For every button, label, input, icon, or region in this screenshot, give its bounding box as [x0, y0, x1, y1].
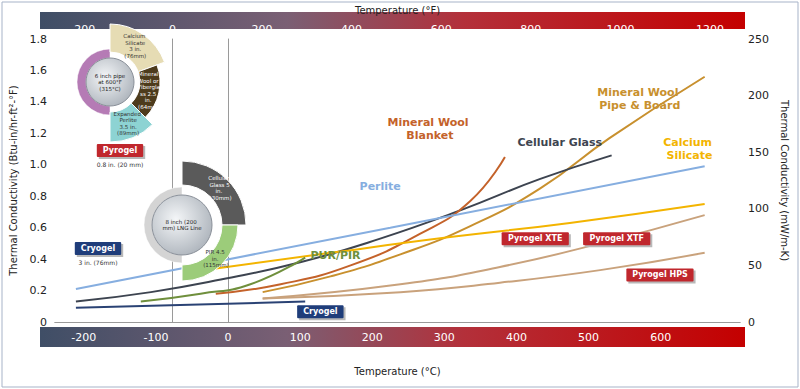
svg-text:PUR/PIR: PUR/PIR	[310, 249, 361, 262]
svg-text:Thermal Conductivity (Btu-in/h: Thermal Conductivity (Btu-in/hr-ft²-°F)	[8, 85, 19, 277]
svg-text:Temperature (°F): Temperature (°F)	[354, 5, 440, 16]
svg-text:Thermal Conductivity (mW/m-K): Thermal Conductivity (mW/m-K)	[779, 99, 790, 261]
svg-text:100: 100	[290, 331, 311, 344]
svg-text:600: 600	[431, 23, 452, 36]
svg-text:Mineral Wool: Mineral Wool	[387, 116, 472, 129]
svg-text:0: 0	[225, 331, 232, 344]
svg-text:Pipe & Board: Pipe & Board	[599, 99, 680, 112]
svg-text:500: 500	[578, 331, 599, 344]
svg-text:200: 200	[362, 331, 383, 344]
svg-text:-200: -200	[71, 331, 96, 344]
svg-text:in.: in.	[214, 188, 224, 194]
svg-text:250: 250	[748, 33, 769, 46]
svg-text:400: 400	[506, 331, 527, 344]
svg-text:0.6: 0.6	[30, 221, 48, 234]
svg-text:0: 0	[169, 23, 176, 36]
svg-text:0.2: 0.2	[30, 284, 48, 297]
svg-text:Pyrogel: Pyrogel	[103, 146, 138, 155]
svg-text:3 in.: 3 in.	[127, 46, 143, 52]
svg-text:Glass 5: Glass 5	[208, 182, 230, 188]
svg-text:Mineral Wool: Mineral Wool	[597, 86, 682, 99]
svg-text:300: 300	[434, 331, 455, 344]
svg-text:1.6: 1.6	[30, 64, 48, 77]
svg-text:1.4: 1.4	[30, 95, 48, 108]
svg-text:Silicate: Silicate	[667, 149, 713, 162]
svg-text:Temperature (°C): Temperature (°C)	[353, 366, 440, 377]
svg-text:Cryogel: Cryogel	[81, 244, 116, 253]
svg-text:Expanded: Expanded	[113, 110, 141, 117]
svg-text:Cellular Glass: Cellular Glass	[517, 136, 602, 149]
svg-text:ss 2.5: ss 2.5	[140, 91, 158, 97]
svg-text:-200: -200	[70, 23, 95, 36]
svg-text:3.5 in.: 3.5 in.	[118, 124, 137, 130]
svg-text:at 600°F: at 600°F	[96, 79, 123, 85]
svg-text:Cellular: Cellular	[208, 175, 230, 181]
svg-text:in.: in.	[145, 97, 154, 103]
svg-text:(130mm): (130mm)	[206, 195, 232, 201]
svg-text:Mineral: Mineral	[138, 71, 160, 77]
svg-text:6 inch pipe: 6 inch pipe	[94, 72, 126, 79]
svg-text:400: 400	[341, 23, 362, 36]
svg-text:800: 800	[520, 23, 541, 36]
svg-text:0: 0	[748, 316, 755, 329]
svg-text:Perlite: Perlite	[118, 117, 138, 123]
svg-text:(76mm): (76mm)	[124, 53, 146, 59]
svg-text:(315°C): (315°C)	[99, 86, 120, 92]
svg-text:1.8: 1.8	[30, 33, 48, 46]
svg-text:600: 600	[650, 331, 671, 344]
svg-text:Cryogel: Cryogel	[303, 307, 338, 316]
svg-text:Pyrogel XTE: Pyrogel XTE	[508, 234, 562, 243]
svg-text:Silicate: Silicate	[125, 40, 146, 46]
svg-text:Calcium: Calcium	[663, 136, 716, 149]
svg-text:Perlite: Perlite	[360, 180, 401, 193]
svg-text:200: 200	[251, 23, 272, 36]
svg-text:1000: 1000	[606, 23, 634, 36]
svg-text:50: 50	[748, 259, 762, 272]
svg-text:(115mm): (115mm)	[203, 262, 229, 268]
svg-text:-100: -100	[143, 331, 168, 344]
svg-text:150: 150	[748, 146, 769, 159]
svg-text:Calcium: Calcium	[123, 33, 147, 39]
svg-text:mm) LNG Line: mm) LNG Line	[162, 225, 202, 231]
svg-text:1.0: 1.0	[30, 158, 48, 171]
svg-text:Wool or: Wool or	[138, 78, 161, 84]
svg-text:Pyrogel XTF: Pyrogel XTF	[589, 234, 643, 243]
svg-text:0: 0	[40, 316, 47, 329]
svg-text:PIR 4.5: PIR 4.5	[205, 249, 226, 255]
svg-text:0.4: 0.4	[30, 253, 48, 266]
svg-text:0.8 in. (20 mm): 0.8 in. (20 mm)	[97, 161, 144, 168]
svg-text:Blanket: Blanket	[406, 129, 453, 142]
svg-text:in.: in.	[212, 256, 221, 262]
svg-text:1.2: 1.2	[30, 127, 48, 140]
svg-text:3 in. (76mm): 3 in. (76mm)	[78, 259, 117, 266]
svg-text:200: 200	[748, 89, 769, 102]
svg-text:100: 100	[748, 202, 769, 215]
svg-text:1200: 1200	[696, 23, 724, 36]
svg-text:8 inch (200: 8 inch (200	[166, 219, 199, 225]
svg-text:(64mm): (64mm)	[138, 104, 160, 110]
svg-text:Fibergla: Fibergla	[138, 84, 160, 91]
svg-text:Pyrogel HPS: Pyrogel HPS	[632, 270, 688, 279]
svg-text:0.8: 0.8	[30, 190, 48, 203]
svg-text:(89mm): (89mm)	[115, 130, 139, 136]
